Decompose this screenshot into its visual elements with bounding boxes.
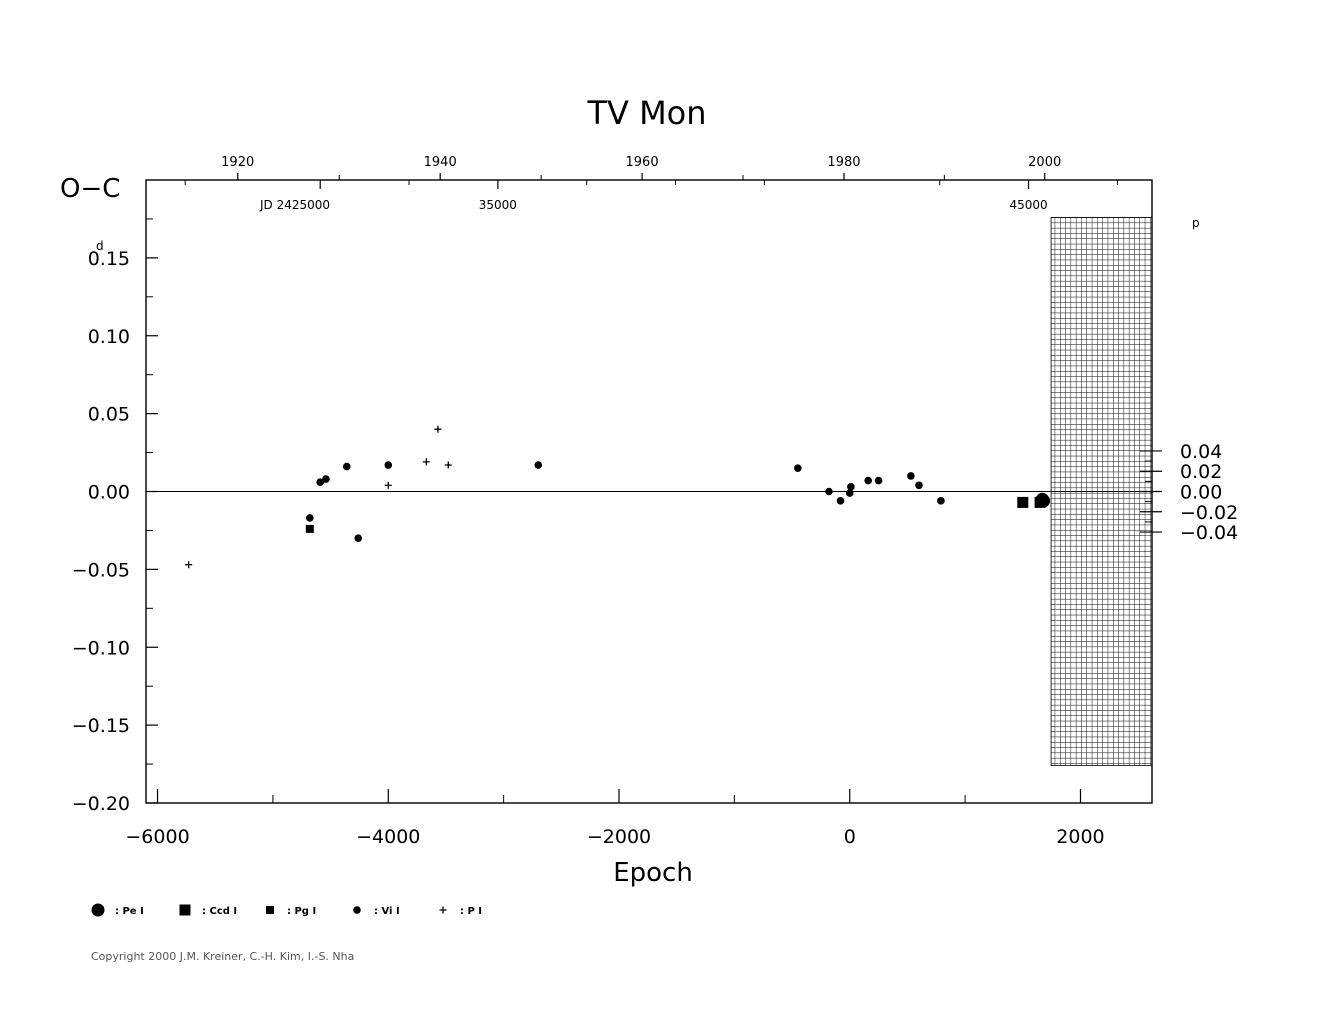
y-tick-label: −0.20: [72, 793, 130, 815]
y-tick-label: 0.05: [88, 404, 130, 426]
legend-item: : Vi I: [353, 906, 400, 917]
y-axis-unit-label: d: [96, 239, 104, 253]
data-point: [825, 487, 833, 496]
data-point: [845, 489, 854, 497]
data-point: [306, 514, 314, 522]
data-point: [422, 458, 430, 466]
data-point: [794, 464, 802, 472]
data-point: [322, 475, 330, 483]
data-point: [864, 476, 872, 485]
legend-item: : P I: [439, 906, 482, 917]
right-tick-label: −0.04: [1180, 522, 1238, 544]
chart-title: TV Mon: [586, 94, 706, 132]
y-tick-label: 0.00: [88, 482, 130, 504]
y-axis-label: O−C: [60, 174, 120, 204]
data-point: [384, 481, 392, 489]
jd-axis-label: JD 2425000: [259, 198, 330, 212]
right-tick-label: 0.04: [1180, 441, 1222, 463]
series-pg-i: [305, 524, 314, 533]
y-tick-label: 0.15: [88, 248, 130, 270]
jd-tick-label: 45000: [1009, 198, 1047, 212]
x-tick-label: −4000: [356, 826, 420, 848]
x-tick-label: −6000: [125, 826, 189, 848]
legend-marker: [91, 903, 105, 917]
legend-label: : Pe I: [115, 906, 144, 917]
x-tick-label: 2000: [1056, 826, 1104, 848]
plot-frame: [145, 179, 1153, 804]
year-tick-label: 1920: [221, 155, 254, 170]
right-tick-label: −0.02: [1180, 502, 1238, 524]
axis-tick-labels: −6000 −4000 −2000 0 2000 −0.20 −0.15 −0.10 −0.05…: [72, 155, 1238, 848]
right-tick-label: 0.00: [1180, 482, 1222, 504]
year-tick-label: 2000: [1028, 155, 1061, 170]
data-point: [907, 472, 915, 480]
jd-tick-label: 35000: [479, 198, 517, 212]
legend-label: : Pg I: [287, 906, 316, 917]
series-p-i: [185, 425, 452, 569]
legend: : Pe I : Ccd I : Pg I : Vi I : P I: [91, 903, 482, 917]
data-points: [185, 425, 1051, 569]
data-point: [937, 497, 945, 505]
data-point: [874, 476, 883, 485]
data-point: [316, 478, 325, 486]
data-point: [915, 481, 923, 490]
data-point: [1034, 496, 1046, 508]
data-point: [384, 461, 393, 469]
legend-label: : Ccd I: [202, 906, 237, 917]
series-vi-i: [306, 461, 945, 543]
data-point: [354, 534, 363, 543]
legend-label: : P I: [460, 906, 482, 917]
data-point: [847, 483, 855, 491]
year-tick-label: 1940: [424, 155, 457, 170]
right-tick-label: 0.02: [1180, 461, 1222, 483]
axis-ticks: [146, 173, 1162, 804]
data-point: [836, 497, 845, 505]
y-tick-label: −0.15: [72, 715, 130, 737]
data-point: [1017, 496, 1029, 508]
year-tick-label: 1960: [626, 155, 659, 170]
legend-item: : Pg I: [266, 906, 316, 917]
legend-item: : Pe I: [91, 903, 144, 917]
x-tick-label: 0: [844, 826, 856, 848]
legend-label: : Vi I: [374, 906, 400, 917]
y-tick-label: 0.10: [88, 326, 130, 348]
year-tick-label: 1980: [827, 155, 860, 170]
series-ccd-i: [1017, 496, 1046, 508]
legend-item: : Ccd I: [179, 904, 237, 917]
data-point: [534, 461, 543, 469]
x-axis-label: Epoch: [613, 858, 693, 888]
y-tick-label: −0.05: [72, 559, 130, 581]
data-point: [305, 524, 314, 533]
data-point: [185, 561, 193, 569]
right-axis-unit-label: p: [1192, 216, 1200, 230]
x-tick-label: −2000: [587, 826, 651, 848]
data-point: [434, 425, 442, 433]
legend-marker: [179, 904, 191, 916]
data-point: [342, 462, 351, 471]
y-tick-label: −0.10: [72, 637, 130, 659]
legend-marker: [266, 906, 274, 914]
copyright-text: Copyright 2000 J.M. Kreiner, C.-H. Kim, …: [91, 950, 354, 963]
legend-marker: [353, 906, 361, 914]
legend-marker: [439, 906, 447, 914]
data-point: [444, 461, 452, 469]
